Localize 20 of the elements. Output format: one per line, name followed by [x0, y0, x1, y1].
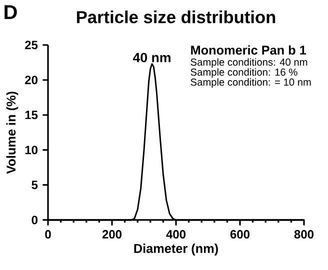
y-tick-label: 25 — [25, 40, 38, 50]
x-axis-title: Diameter (nm) — [134, 244, 218, 256]
x-tick-label: 0 — [45, 230, 51, 239]
annotation: Sample conditions: 40 nm — [190, 58, 308, 68]
annotation: Sample condition: 16 % — [190, 68, 298, 78]
annotation: Sample condition: = 10 nm — [190, 78, 311, 88]
chart-title: Particle size distribution — [76, 10, 276, 24]
x-tick-label: 200 — [102, 230, 122, 239]
x-tick-label: 800 — [294, 230, 314, 239]
text: D — [4, 5, 17, 20]
annotation: Monomeric Pan b 1 — [191, 45, 306, 55]
y-tick-label: 0 — [32, 216, 38, 224]
y-tick-label: 10 — [25, 146, 38, 154]
y-tick-label: 5 — [32, 180, 38, 190]
y-tick-label: 15 — [25, 110, 38, 120]
y-tick-label: 20 — [25, 76, 38, 84]
y-axis-title: Volume in (%) — [6, 92, 18, 174]
x-tick-label: 400 — [166, 230, 186, 239]
annotation: 40 nm — [132, 52, 170, 62]
x-tick-label: 600 — [230, 230, 250, 239]
